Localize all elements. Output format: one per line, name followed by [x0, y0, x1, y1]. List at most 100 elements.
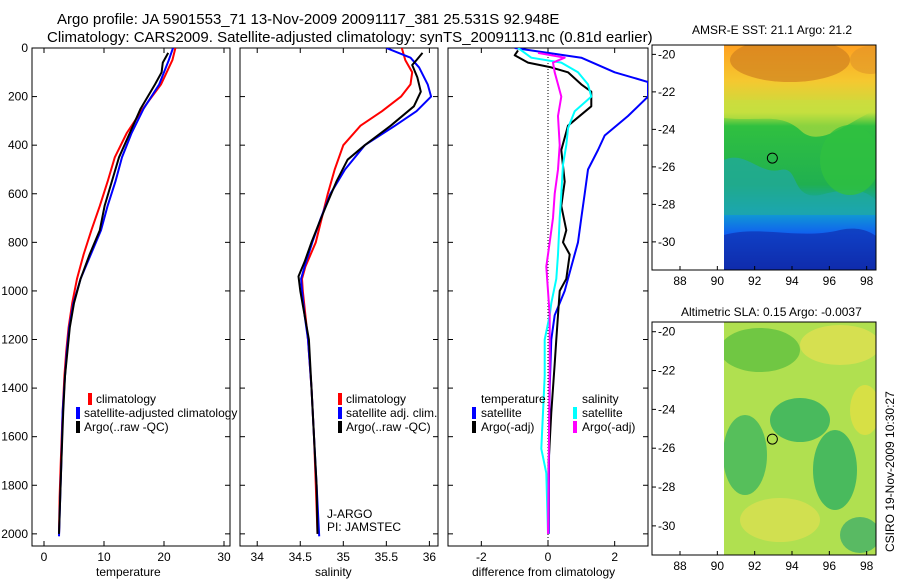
map-y-tick-label: -28: [658, 197, 676, 211]
sla-map-field: [724, 322, 876, 555]
y-tick-label: 1200: [1, 333, 28, 347]
temperature-axes: [31, 47, 231, 547]
salinity-series-group: [297, 48, 433, 537]
y-tick-label: 200: [8, 90, 28, 104]
legend-label-satellite: satellite-adjusted climatology: [84, 406, 237, 420]
series-line-temperature-satellite: [514, 48, 648, 534]
y-tick-label: 1600: [1, 430, 28, 444]
legend-header-salinity: salinity: [582, 392, 619, 406]
jargo-label: J-ARGO: [327, 507, 372, 521]
map-y-tick-label: -26: [658, 441, 676, 455]
map-x-tick-label: 88: [673, 274, 687, 288]
map-y-tick-label: -24: [658, 402, 676, 416]
x-tick-label: 30: [217, 550, 231, 564]
series-line-argo-raw-qc-: [297, 52, 424, 534]
y-tick-label: 0: [21, 41, 28, 55]
map-x-tick-label: 94: [785, 274, 799, 288]
legend-label-temp-argo: Argo(-adj): [481, 420, 534, 434]
map-x-tick-label: 94: [785, 559, 799, 573]
x-tick-label: -2: [476, 550, 487, 564]
salinity-legend: climatology satellite adj. clim. Argo(..…: [338, 392, 437, 434]
map-y-tick-label: -22: [658, 364, 676, 378]
legend-swatch-climatology: [88, 393, 92, 405]
credit-text: CSIRO 19-Nov-2009 10:30:27: [883, 391, 897, 552]
y-tick-label: 1800: [1, 478, 28, 492]
x-tick-label: 35: [337, 550, 351, 564]
difference-ticks: -2 0 2: [448, 47, 648, 564]
figure-title-line1: Argo profile: JA 5901553_71 13-Nov-2009 …: [57, 11, 559, 28]
y-tick-label: 1400: [1, 381, 28, 395]
temperature-legend: climatology satellite-adjusted climatolo…: [76, 392, 237, 434]
sla-map-axes: [651, 321, 877, 556]
sst-map-axes: [651, 44, 877, 271]
map-y-tick-label: -22: [658, 85, 676, 99]
legend-swatch-argo: [338, 421, 342, 433]
map-y-tick-label: -26: [658, 160, 676, 174]
x-tick-label: 34.5: [289, 550, 313, 564]
temperature-ticks: 0 10 20 30 0 200 400 600 800 1000 1200 1400 1600 1800…: [1, 41, 231, 564]
figure-title-line2: Climatology: CARS2009. Satellite-adjuste…: [47, 29, 653, 46]
series-line-argo-raw-qc-: [58, 52, 170, 534]
legend-label-sal-satellite: satellite: [582, 406, 623, 420]
difference-xlabel: difference from climatology: [472, 565, 615, 579]
map-x-tick-label: 92: [748, 559, 762, 573]
series-line-salinity-argo-adj-: [537, 51, 566, 534]
sst-map-ticks: 88 90 92 94 96 98 -20 -22 -24 -26 -28 -30: [652, 47, 874, 288]
legend-header-temperature: temperature: [481, 392, 546, 406]
legend-label-satellite: satellite adj. clim.: [346, 406, 437, 420]
temperature-series-group: [58, 48, 177, 537]
x-tick-label: 0: [545, 550, 552, 564]
legend-label-climatology: climatology: [96, 392, 156, 406]
map-x-tick-label: 96: [823, 274, 837, 288]
map-x-tick-label: 90: [711, 559, 725, 573]
map-y-tick-label: -20: [658, 325, 676, 339]
legend-swatch-sal-satellite: [573, 407, 577, 419]
difference-series-group: [513, 48, 648, 534]
legend-swatch-temp-satellite: [472, 407, 476, 419]
map-y-tick-label: -30: [658, 235, 676, 249]
argo-location-marker-sst: [766, 152, 778, 164]
legend-label-climatology: climatology: [346, 392, 406, 406]
argo-location-marker-sla: [766, 433, 778, 445]
legend-swatch-satellite: [338, 407, 342, 419]
sst-map-field: [724, 45, 876, 270]
x-tick-label: 36: [423, 550, 437, 564]
map-x-tick-label: 96: [823, 559, 837, 573]
map-x-tick-label: 98: [860, 274, 874, 288]
y-tick-label: 800: [8, 235, 28, 249]
legend-swatch-climatology: [338, 393, 342, 405]
map-y-tick-label: -28: [658, 480, 676, 494]
x-tick-label: 0: [41, 550, 48, 564]
map-y-tick-label: -30: [658, 519, 676, 533]
y-tick-label: 400: [8, 138, 28, 152]
x-tick-label: 34: [251, 550, 265, 564]
salinity-axes: [239, 47, 439, 547]
series-line-salinity-satellite: [517, 48, 593, 534]
sst-map-title: AMSR-E SST: 21.1 Argo: 21.2: [692, 23, 852, 37]
x-tick-label: 20: [157, 550, 171, 564]
pi-label: PI: JAMSTEC: [327, 520, 401, 534]
legend-label-argo: Argo(..raw -QC): [84, 420, 169, 434]
map-x-tick-label: 90: [711, 274, 725, 288]
legend-swatch-temp-argo: [472, 421, 476, 433]
y-tick-label: 600: [8, 187, 28, 201]
sla-map-title: Altimetric SLA: 0.15 Argo: -0.0037: [681, 305, 862, 319]
legend-swatch-sal-argo: [573, 421, 577, 433]
map-y-tick-label: -20: [658, 47, 676, 61]
salinity-xlabel: salinity: [315, 565, 352, 579]
legend-swatch-argo: [76, 421, 80, 433]
salinity-ticks: 34 34.5 35 35.5 36: [240, 47, 438, 564]
legend-label-argo: Argo(..raw -QC): [346, 420, 431, 434]
y-tick-label: 2000: [1, 527, 28, 541]
temperature-xlabel: temperature: [96, 565, 161, 579]
legend-label-sal-argo: Argo(-adj): [582, 420, 635, 434]
x-tick-label: 2: [611, 550, 618, 564]
legend-label-temp-satellite: satellite: [481, 406, 522, 420]
difference-legend: temperature salinity satellite Argo(-adj…: [472, 392, 635, 434]
y-tick-label: 1000: [1, 284, 28, 298]
map-x-tick-label: 92: [748, 274, 762, 288]
legend-swatch-satellite: [76, 407, 80, 419]
x-tick-label: 35.5: [375, 550, 399, 564]
